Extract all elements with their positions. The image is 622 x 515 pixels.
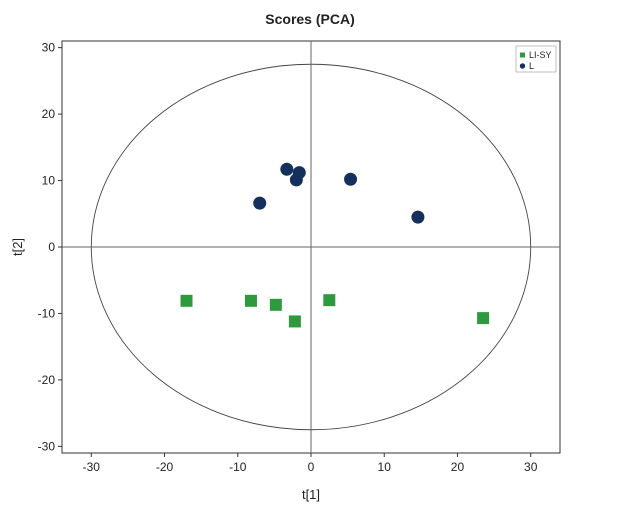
y-tick-label: 0 xyxy=(48,240,55,254)
data-point-l xyxy=(344,172,358,186)
x-tick-label: -20 xyxy=(156,460,174,474)
legend-entry-label: LI-SY xyxy=(529,50,552,60)
x-tick-label: 10 xyxy=(378,460,392,474)
y-tick-label: -30 xyxy=(38,439,56,453)
x-tick-label: 30 xyxy=(524,460,538,474)
legend-entry-label: L xyxy=(529,61,534,71)
data-point-li-sy xyxy=(477,312,490,325)
legend-marker xyxy=(519,63,526,69)
data-point-li-sy xyxy=(323,294,336,307)
x-tick-label: 20 xyxy=(451,460,465,474)
data-point-l xyxy=(253,196,267,210)
data-point-li-sy xyxy=(180,294,193,307)
y-tick-label: -10 xyxy=(38,306,56,320)
x-tick-label: -10 xyxy=(229,460,247,474)
y-tick-label: 20 xyxy=(42,107,56,121)
chart-title: Scores (PCA) xyxy=(265,11,354,27)
y-tick-label: 10 xyxy=(42,174,56,188)
y-tick-label: -20 xyxy=(38,373,56,387)
y-axis-label: t[2] xyxy=(10,238,25,256)
y-tick-label: 30 xyxy=(42,41,56,55)
x-tick-label: 0 xyxy=(308,460,315,474)
legend-marker xyxy=(520,52,525,58)
legend: LI-SYL xyxy=(515,45,557,73)
x-tick-label: -30 xyxy=(83,460,101,474)
data-point-li-sy xyxy=(288,315,301,328)
data-point-l xyxy=(280,162,294,176)
data-point-l xyxy=(411,210,425,224)
data-point-li-sy xyxy=(244,294,257,307)
data-point-li-sy xyxy=(269,298,282,311)
data-point-l xyxy=(292,166,306,180)
x-axis-label: t[1] xyxy=(302,487,320,502)
